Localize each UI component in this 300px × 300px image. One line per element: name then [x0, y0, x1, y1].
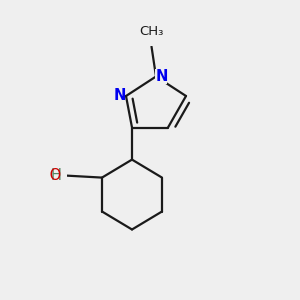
Bar: [38, 168, 68, 183]
Text: O: O: [45, 168, 62, 183]
Text: H: H: [51, 168, 62, 183]
Bar: [113, 89, 125, 103]
Text: CH₃: CH₃: [139, 25, 164, 38]
Bar: [155, 69, 167, 84]
Text: N: N: [155, 69, 168, 84]
Text: N: N: [113, 88, 126, 104]
Bar: [136, 34, 166, 46]
